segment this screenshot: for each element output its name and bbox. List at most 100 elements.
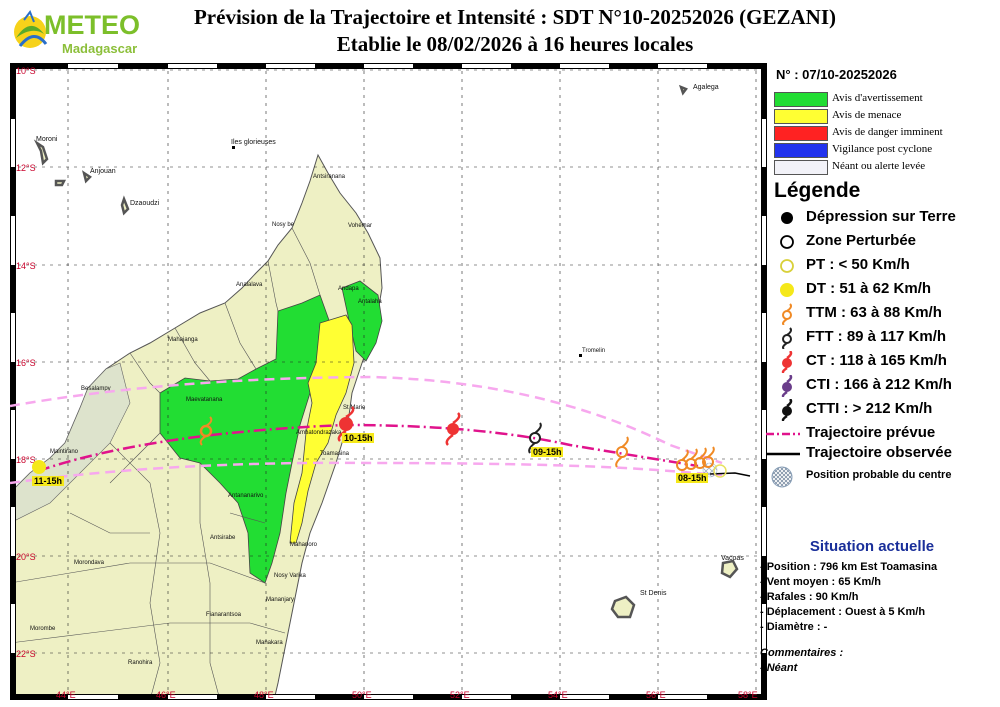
place-dzaoudzi: Dzaoudzi <box>130 200 160 207</box>
orange-cyclone-icon <box>782 303 792 325</box>
place-maevatanana: Maevatanana <box>186 397 223 403</box>
dashed-pink-line-icon <box>766 432 800 436</box>
place-nosybe: Nosy be <box>272 222 295 228</box>
lon-label-48e: 48°E <box>254 690 274 700</box>
label-bg-11-15h <box>32 476 64 486</box>
place-andapa: Andapa <box>338 286 359 292</box>
place-maintirano: Maintirano <box>50 449 79 455</box>
legend-label: CTI : 166 à 212 Km/h <box>806 376 952 393</box>
lon-labels: 44°E 46°E 48°E 50°E 52°E 54°E 56°E 58°E <box>0 690 780 704</box>
situation-movement: - Déplacement : Ouest à 5 Km/h <box>760 606 926 618</box>
legend-label: Dépression sur Terre <box>806 208 956 225</box>
legend-label: PT : < 50 Km/h <box>806 256 910 273</box>
place-glorieuses: Iles glorieuses <box>231 139 276 146</box>
place-fianarantsoa: Fianarantsoa <box>206 612 242 618</box>
lat-label-20s: 20°S <box>16 552 36 562</box>
place-morombe: Morombe <box>30 626 56 632</box>
lat-label-18s: 18°S <box>16 455 36 465</box>
alert-label-warning: Avis d'avertissement <box>832 92 923 104</box>
place-stmarie: St Marie <box>343 405 366 411</box>
hatched-circle-icon <box>771 466 793 488</box>
place-morondava: Morondava <box>74 560 105 566</box>
title-line-2: Etablie le 08/02/2026 à 16 heures locale… <box>336 32 694 56</box>
place-mahanoro: Mahanoro <box>290 542 318 548</box>
alert-label-danger: Avis de danger imminent <box>832 126 943 138</box>
lon-label-44e-text: 44°E <box>56 690 76 700</box>
track-symbols <box>32 406 727 478</box>
place-ranohira: Ranohira <box>128 660 153 666</box>
reunion-island <box>610 595 636 619</box>
lon-label-46e: 46°E <box>156 690 176 700</box>
mauritius-island <box>720 559 739 579</box>
legend-label: TTM : 63 à 88 Km/h <box>806 304 942 321</box>
situation-gusts: - Rafales : 90 Km/h <box>760 591 859 603</box>
place-nosyvarika: Nosy Varika <box>274 573 307 579</box>
place-antsirabe: Antsirabe <box>210 535 236 541</box>
moheli-island <box>54 179 67 187</box>
label-bg-08-15h <box>676 473 708 483</box>
comments-title: Commentaires : <box>760 647 844 659</box>
filled-black-circle-icon <box>781 212 793 224</box>
meteo-madagascar-logo: METEO Madagascar <box>10 6 145 56</box>
legend-item-forecast-track: Trajectoire prévue <box>766 422 997 442</box>
lat-label-14s: 14°S <box>16 261 36 271</box>
mayotte-island <box>120 195 130 216</box>
agalega-island <box>678 84 688 96</box>
place-besalampy: Besalampy <box>81 386 111 392</box>
place-vohemar: Vohémar <box>348 223 372 229</box>
lon-label-52e: 52°E <box>450 690 470 700</box>
label-bg-09-15h <box>531 447 563 457</box>
legend-item-ct: CT : 118 à 165 Km/h <box>772 350 997 374</box>
place-antananarivo: Antananarivo <box>228 493 264 499</box>
grande-comore-island <box>33 139 49 166</box>
place-manakara: Manakara <box>256 640 283 646</box>
situation-list: - Position : 796 km Est Toamasina - Vent… <box>760 560 995 635</box>
place-vacoas: Vacoas <box>721 555 744 562</box>
label-bg-10-15h <box>342 433 374 443</box>
open-yellow-circle-icon <box>780 259 794 273</box>
legend-label: Zone Perturbée <box>806 232 917 249</box>
dt-symbol-11-15h <box>32 460 46 474</box>
track-label-08-15h: 08-15h <box>678 473 707 483</box>
forecast-map: 10°S 12°S 14°S 16°S 18°S 20°S 22°S 44°E … <box>10 63 767 700</box>
lat-label-12s: 12°S <box>16 163 36 173</box>
alert-swatch-threat <box>774 109 828 124</box>
legend-title: Légende <box>774 179 861 202</box>
alert-swatch-warning <box>774 92 828 107</box>
district-borders <box>10 227 321 700</box>
alert-swatch-post-cyclone <box>774 143 828 158</box>
logo-subtitle: Madagascar <box>62 41 138 56</box>
map-svg: 10°S 12°S 14°S 16°S 18°S 20°S 22°S 44°E … <box>10 63 767 700</box>
legend-item-land-depression: Dépression sur Terre <box>772 206 997 230</box>
frame-border <box>10 63 767 700</box>
place-agalega: Agalega <box>693 84 719 91</box>
legend-label: Position probable du centre <box>806 469 952 481</box>
anjouan-island <box>82 170 92 184</box>
situation-position: - Position : 796 km Est Toamasina <box>760 561 938 573</box>
track-label-09-15h: 09-15h <box>533 447 562 457</box>
place-antalaha: Antalaha <box>358 299 382 305</box>
ct-symbol-10-15h <box>337 406 355 442</box>
threat-zone-yellow <box>289 314 355 544</box>
legend-list: Dépression sur Terre Zone Perturbée PT :… <box>766 206 997 488</box>
dark-open-cyclone-icon <box>782 327 792 349</box>
legend-item-disturbed-zone: Zone Perturbée <box>772 230 997 254</box>
legend-item-ctti: CTTI : > 212 Km/h <box>772 398 997 422</box>
lon-label-50e: 50°E <box>352 690 372 700</box>
purple-cyclone-icon <box>781 375 793 397</box>
bulletin-number: N° : 07/10-20252026 <box>776 67 897 82</box>
track-label-11-15h: 11-15h <box>34 476 62 486</box>
legend-label: CTTI : > 212 Km/h <box>806 400 933 417</box>
place-antsiranana: Antsiranana <box>313 174 346 180</box>
ftt-symbol-09-15h <box>528 422 542 454</box>
place-ambatondrazaka: Ambatondrazaka <box>296 430 342 436</box>
alert-label-threat: Avis de menace <box>832 109 902 121</box>
alert-swatch-none <box>774 160 828 175</box>
place-analalava: Analalava <box>236 282 263 288</box>
legend-label: Trajectoire observée <box>806 444 952 461</box>
situation-wind: - Vent moyen : 65 Km/h <box>760 576 882 588</box>
legend-item-ttm: TTM : 63 à 88 Km/h <box>772 302 997 326</box>
place-moroni: Moroni <box>36 136 58 143</box>
place-tromelin: Tromelin <box>582 348 605 354</box>
alert-label-post-cyclone: Vigilance post cyclone <box>832 143 933 155</box>
